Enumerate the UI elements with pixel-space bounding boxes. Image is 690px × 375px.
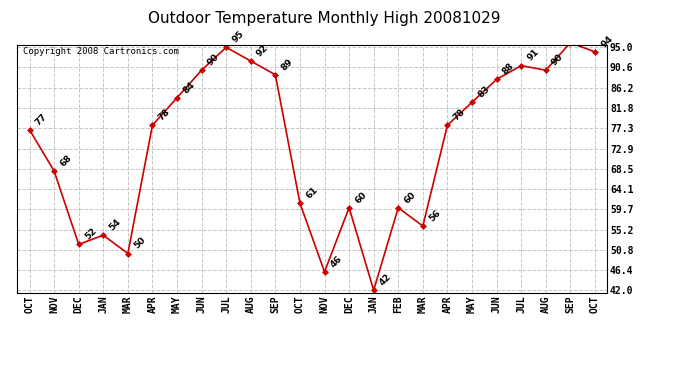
Text: 78: 78 (451, 107, 467, 122)
Text: 68: 68 (58, 153, 74, 168)
Text: 94: 94 (599, 34, 615, 49)
Text: 95: 95 (230, 29, 246, 45)
Text: 89: 89 (279, 57, 295, 72)
Text: 60: 60 (402, 190, 417, 205)
Text: 61: 61 (304, 185, 319, 200)
Text: Copyright 2008 Cartronics.com: Copyright 2008 Cartronics.com (23, 48, 179, 57)
Text: 46: 46 (328, 254, 344, 269)
Text: 54: 54 (108, 217, 123, 232)
Text: 96: 96 (0, 374, 1, 375)
Text: 91: 91 (525, 48, 541, 63)
Text: 78: 78 (157, 107, 172, 122)
Text: Outdoor Temperature Monthly High 20081029: Outdoor Temperature Monthly High 2008102… (148, 11, 500, 26)
Text: 92: 92 (255, 43, 270, 58)
Text: 42: 42 (378, 272, 393, 287)
Text: 77: 77 (34, 112, 49, 127)
Text: 50: 50 (132, 236, 147, 251)
Text: 88: 88 (501, 62, 516, 76)
Text: 60: 60 (353, 190, 368, 205)
Text: 84: 84 (181, 80, 197, 95)
Text: 52: 52 (83, 226, 98, 242)
Text: 56: 56 (427, 208, 442, 223)
Text: 90: 90 (550, 52, 565, 68)
Text: 90: 90 (206, 52, 221, 68)
Text: 83: 83 (476, 84, 491, 99)
